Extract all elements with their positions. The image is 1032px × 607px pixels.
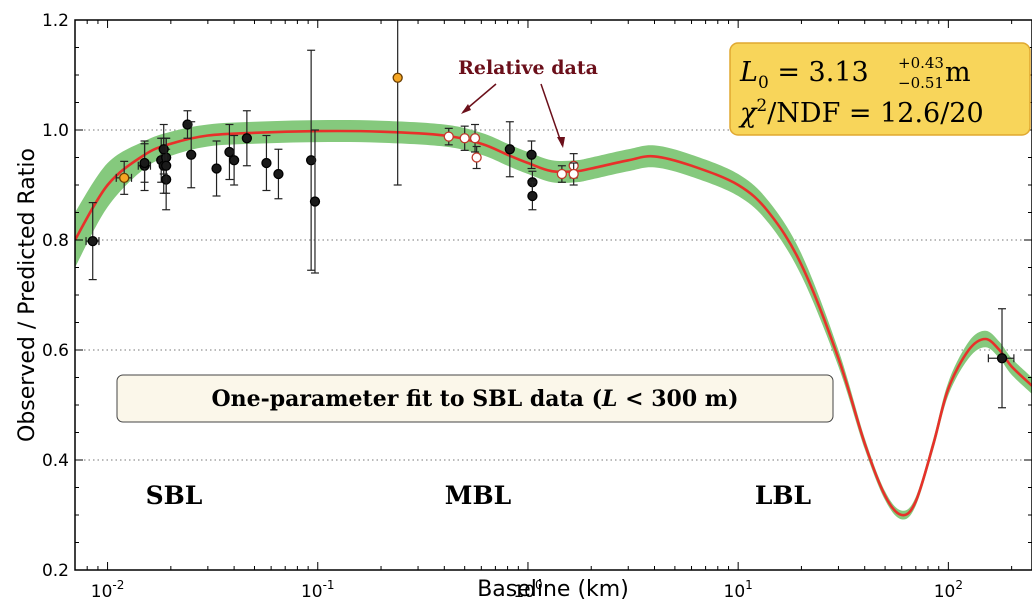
fit-result-chi2: χ2/NDF = 12.6/20: [738, 96, 984, 129]
data-marker: [224, 146, 235, 158]
fit-result-box: L0 = 3.13 +0.43 −0.51 m χ2/NDF = 12.6/20: [729, 42, 1031, 136]
data-point-filled-black: [85, 202, 100, 281]
x-tick-label: 10-2: [91, 578, 125, 602]
data-marker: [469, 133, 481, 144]
data-point-orange: [115, 160, 133, 195]
data-marker: [87, 235, 98, 247]
data-point-filled-black: [261, 134, 272, 192]
fit-description-suffix: < 300 m): [617, 386, 738, 412]
data-point-open-red: [459, 125, 470, 151]
data-marker: [568, 168, 579, 180]
data-point-orange: [392, 20, 403, 186]
y-tick-label: 1.0: [42, 121, 69, 141]
y-tick-label: 0.4: [42, 451, 69, 471]
data-marker: [443, 131, 454, 142]
y-axis-label: Observed / Predicted Ratio: [15, 148, 40, 442]
data-marker: [261, 157, 272, 169]
x-tick-label: 100: [513, 578, 542, 602]
fit-description-box: One-parameter fit to SBL data (L < 300 m…: [116, 374, 834, 423]
data-marker: [556, 168, 568, 180]
x-tick-label: 10-1: [301, 578, 335, 602]
data-marker: [119, 172, 130, 184]
region-label-sbl: SBL: [146, 481, 203, 510]
x-tick-label: 102: [934, 578, 963, 602]
region-label-lbl: LBL: [755, 481, 812, 510]
data-point-filled-black: [161, 137, 172, 194]
y-tick-label: 0.2: [42, 561, 69, 581]
x-tick-label: 101: [724, 578, 753, 602]
region-label-mbl: MBL: [445, 481, 512, 510]
data-point-filled-black: [527, 181, 538, 211]
fit-curve: [75, 129, 1032, 517]
data-point-filled-black: [139, 143, 150, 183]
data-marker: [305, 155, 317, 166]
fit-result-l0-unit: m: [945, 57, 971, 88]
x-axis-label: Baseline (km): [477, 577, 629, 602]
data-marker: [459, 133, 470, 144]
data-marker: [186, 149, 197, 160]
data-marker: [504, 144, 515, 155]
annotation-arrow-right: [540, 83, 563, 146]
relative-data-label: Relative data: [458, 57, 598, 79]
data-point-filled-black: [211, 140, 222, 197]
data-point-open-red: [471, 145, 482, 170]
data-marker: [526, 149, 537, 160]
data-point-filled-black: [987, 308, 1015, 409]
data-point-filled-black: [309, 129, 321, 274]
data-point-filled-black: [526, 140, 537, 170]
data-marker: [527, 190, 538, 202]
annotation-arrowhead-left: [461, 104, 471, 114]
data-marker: [139, 157, 150, 169]
data-point-filled-black: [305, 49, 317, 271]
data-point-filled-black: [224, 123, 235, 181]
data-points: [85, 20, 1015, 409]
y-tick-label: 0.8: [42, 231, 69, 251]
fit-description-prefix: One-parameter fit to SBL data (: [212, 386, 603, 412]
data-marker: [161, 160, 172, 171]
data-marker: [996, 353, 1008, 364]
data-point-open-red: [443, 127, 454, 146]
data-marker: [273, 168, 284, 180]
fit-description-text: One-parameter fit to SBL data (L < 300 m…: [212, 386, 739, 412]
data-marker: [211, 163, 222, 174]
data-point-filled-black: [504, 121, 515, 178]
data-point-filled-black: [241, 110, 253, 167]
data-marker: [392, 72, 403, 83]
data-point-filled-black: [186, 121, 197, 189]
y-tick-label: 1.2: [42, 11, 69, 31]
annotation-arrowhead-right: [557, 137, 565, 148]
data-point-open-red: [469, 123, 481, 153]
relative-data-annotation: Relative data: [458, 57, 598, 148]
fit-result-l0: L0 = 3.13: [739, 57, 869, 93]
data-marker: [158, 144, 169, 155]
data-point-filled-black: [273, 148, 284, 200]
fit-result-l0-lower-err: −0.51: [898, 74, 944, 92]
data-marker: [241, 133, 253, 144]
fit-result-l0-upper-err: +0.43: [898, 54, 944, 72]
y-tick-label: 0.6: [42, 341, 69, 361]
data-point-open-red: [556, 165, 568, 183]
axis-ticks: 0.2 0.4 0.6 0.8 1.0 1.2 10-2 10-1 100 101 102: [42, 11, 1032, 602]
data-marker: [471, 152, 482, 163]
fit-curve-layer: [75, 129, 1032, 517]
data-point-filled-black: [228, 134, 240, 186]
data-point-open-red: [568, 162, 579, 186]
data-marker: [228, 155, 240, 166]
fit-description-var: L: [601, 386, 617, 412]
data-marker: [309, 196, 321, 207]
